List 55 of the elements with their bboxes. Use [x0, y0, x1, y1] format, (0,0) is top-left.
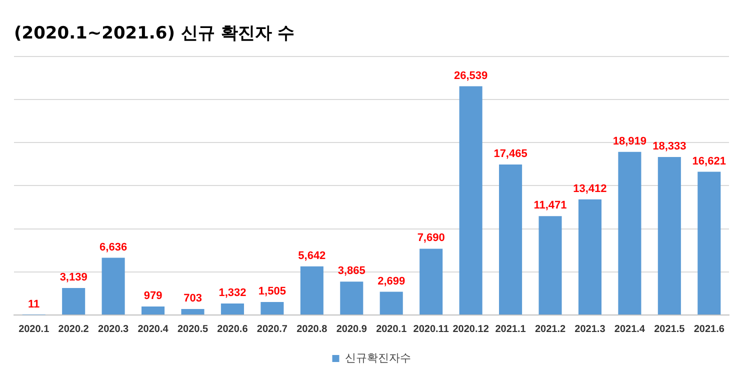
bar — [142, 306, 165, 314]
bar — [459, 86, 482, 314]
x-tick-label: 2020.6 — [217, 324, 248, 335]
x-tick-label: 2021.5 — [654, 324, 686, 335]
bar — [62, 288, 86, 314]
data-label: 7,690 — [417, 232, 445, 244]
bar — [618, 152, 642, 314]
x-tick-label: 2020.2 — [58, 324, 90, 335]
chart-title: (2020.1~2021.6) 신규 확진자 수 — [14, 24, 295, 44]
legend-label: 신규확진자수 — [344, 352, 411, 365]
data-label: 979 — [144, 290, 162, 302]
x-tick-label: 2020.1 — [18, 324, 50, 335]
data-label: 703 — [184, 292, 202, 304]
bar — [260, 302, 284, 314]
bar — [181, 308, 204, 314]
bar — [658, 156, 681, 314]
bar — [578, 199, 602, 314]
data-label: 5,642 — [298, 250, 326, 262]
x-tick-label: 2020.8 — [296, 324, 328, 335]
x-tick-label: 2021.4 — [614, 324, 646, 335]
data-label: 11,471 — [534, 200, 567, 212]
x-tick-label: 2020.9 — [336, 324, 368, 335]
data-label: 13,412 — [573, 182, 607, 195]
x-tick-label: 2021.2 — [534, 324, 566, 335]
bar — [698, 172, 721, 314]
data-label: 18,919 — [612, 135, 647, 148]
bar — [538, 216, 562, 314]
bar — [499, 164, 522, 314]
bar — [300, 266, 324, 314]
bar — [420, 248, 443, 314]
x-tick-label: 2020.4 — [138, 324, 169, 335]
x-tick-label: 2020.3 — [98, 324, 130, 335]
data-label: 2,699 — [378, 275, 406, 288]
x-tick-label: 2020.5 — [177, 324, 208, 335]
data-label: 18,333 — [652, 140, 686, 152]
data-label: 3,865 — [338, 265, 366, 278]
data-label: 3,139 — [60, 271, 88, 284]
data-label: 1,332 — [218, 287, 246, 300]
x-tick-label: 2021.6 — [694, 324, 725, 335]
bar — [340, 282, 364, 314]
bar — [380, 292, 403, 314]
x-tick-label: 2020.1 — [376, 324, 408, 335]
x-tick-label: 2020.11 — [413, 324, 450, 335]
data-label: 26,539 — [454, 70, 488, 82]
bar — [220, 304, 244, 314]
x-tick-label: 2021.3 — [574, 324, 606, 335]
x-tick-label: 2021.1 — [495, 324, 526, 335]
bar — [102, 258, 125, 314]
data-label: 6,636 — [100, 241, 128, 254]
data-label: 17,465 — [494, 148, 528, 160]
data-label: 16,621 — [692, 155, 726, 168]
x-tick-label: 2020.12 — [452, 324, 490, 335]
x-tick-label: 2020.7 — [256, 324, 288, 335]
data-label: 11 — [28, 298, 40, 310]
data-label: 1,505 — [258, 286, 286, 298]
